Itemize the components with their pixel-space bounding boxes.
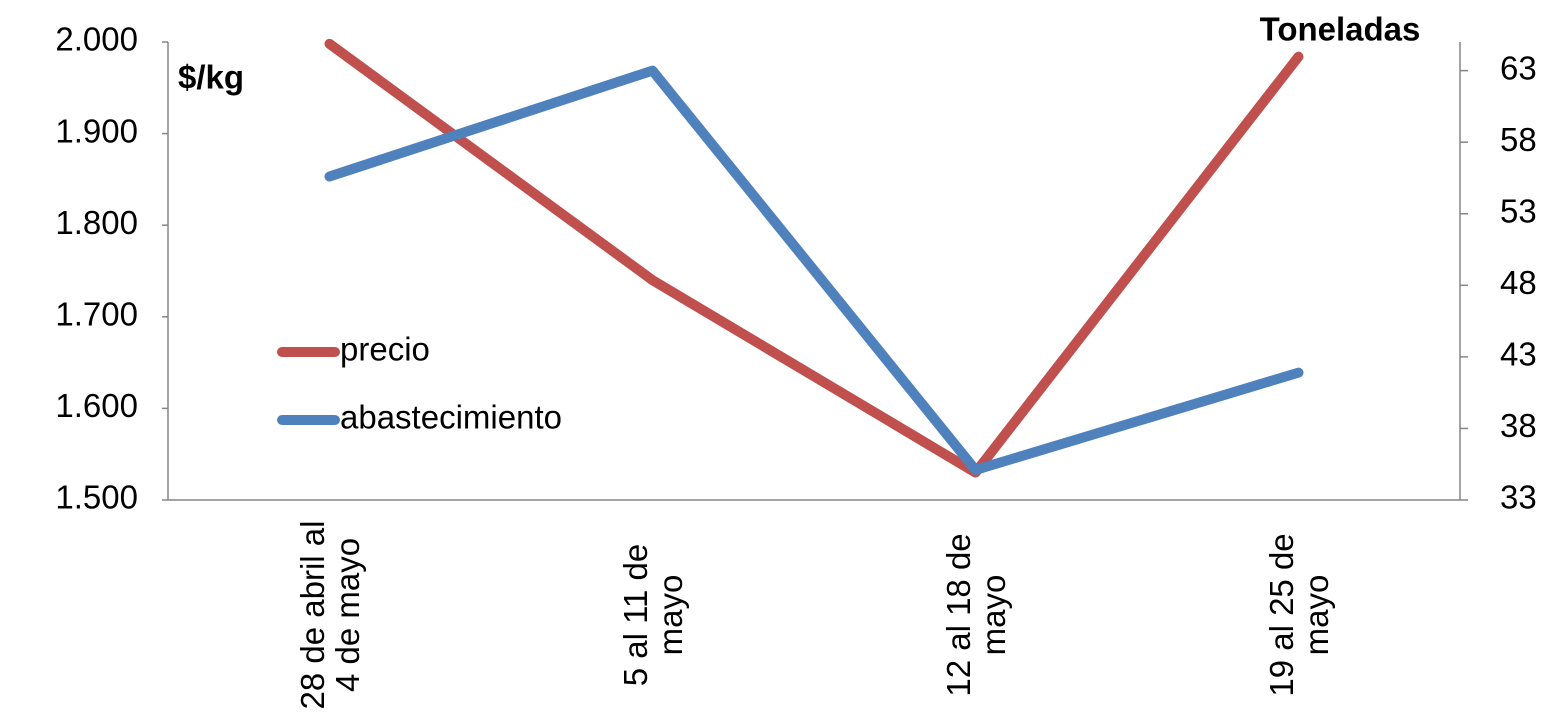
line-series [324, 38, 1304, 478]
x-tick-label: 19 al 25 de mayo [1262, 533, 1335, 697]
legend-label: abastecimiento [340, 399, 562, 436]
y-tick-label: 1.700 [55, 296, 138, 333]
y2-tick-label: 38 [1500, 407, 1537, 444]
y-axis-title: $/kg [178, 59, 244, 96]
y2-tick-label: 33 [1500, 479, 1537, 516]
y-tick-label: 2.000 [55, 21, 138, 58]
y-tick-label: 1.500 [55, 479, 138, 516]
y2-tick-label: 53 [1500, 192, 1537, 229]
y-tick-label: 1.900 [55, 112, 138, 149]
line-series [324, 65, 1304, 475]
y2-tick-label: 43 [1500, 336, 1537, 373]
y-tick-label: 1.600 [55, 387, 138, 424]
legend-label: precio [340, 331, 430, 368]
x-tick-label: 12 al 18 de mayo [939, 533, 1012, 697]
y2-tick-label: 63 [1500, 49, 1537, 86]
y2-axis-title: Toneladas [1260, 11, 1421, 48]
x-tick-label: 28 de abril al 4 de mayo [293, 520, 366, 710]
y2-tick-label: 48 [1500, 264, 1537, 301]
x-tick-label: 5 al 11 de mayo [616, 543, 689, 687]
y2-tick-label: 58 [1500, 121, 1537, 158]
y-tick-label: 1.800 [55, 204, 138, 241]
